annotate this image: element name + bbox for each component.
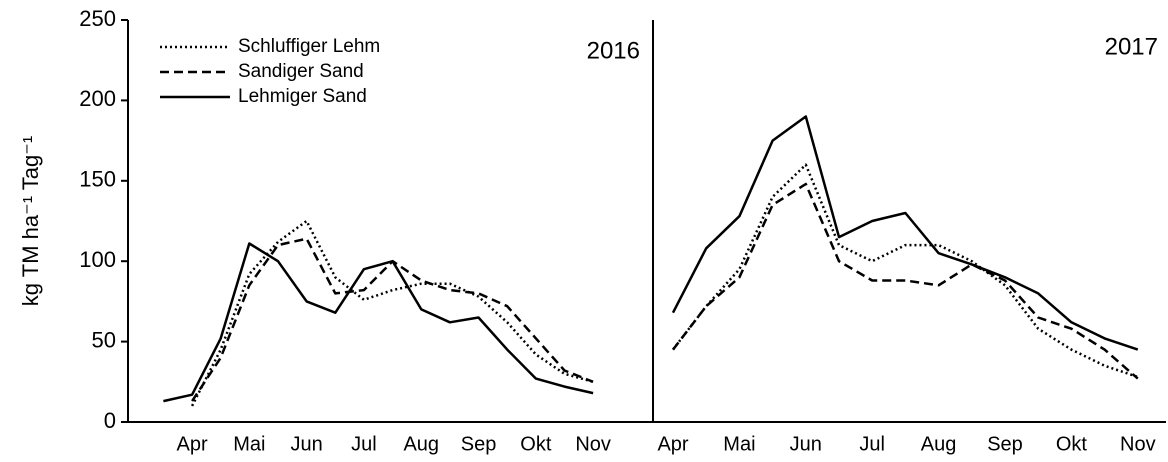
x-tick-label: Mai (723, 433, 755, 455)
x-tick-label: Aug (403, 433, 439, 455)
x-tick-label: Sep (461, 433, 497, 455)
x-tick-label: Okt (1056, 433, 1088, 455)
y-tick-label: 0 (104, 408, 116, 433)
legend-label: Lehmiger Sand (238, 86, 367, 107)
y-tick-label: 100 (79, 247, 116, 272)
year-label: 2016 (587, 37, 640, 64)
x-tick-label: Jun (790, 433, 822, 455)
series-line (671, 115, 1139, 351)
year-label: 2017 (1105, 33, 1158, 60)
x-tick-label: Mai (233, 433, 265, 455)
y-tick-label: 200 (79, 86, 116, 111)
legend-label: Schluffiger Lehm (238, 36, 380, 57)
y-tick-label: 50 (92, 327, 116, 352)
legend-label: Sandiger Sand (238, 61, 364, 82)
series-line (190, 219, 594, 407)
x-tick-label: Apr (176, 433, 207, 455)
y-axis-label: kg TM ha⁻¹ Tag⁻¹ (18, 136, 43, 306)
y-tick-label: 250 (79, 6, 116, 31)
x-tick-label: Jul (351, 433, 377, 455)
x-tick-label: Okt (520, 433, 552, 455)
y-tick-label: 150 (79, 167, 116, 192)
x-tick-label: Nov (1120, 433, 1156, 455)
series-line (672, 163, 1139, 379)
x-tick-label: Jun (291, 433, 323, 455)
x-tick-label: Nov (575, 433, 611, 455)
x-tick-label: Aug (921, 433, 957, 455)
x-tick-label: Apr (657, 433, 688, 455)
series-line (163, 242, 594, 403)
x-tick-label: Jul (859, 433, 885, 455)
x-tick-label: Sep (987, 433, 1023, 455)
